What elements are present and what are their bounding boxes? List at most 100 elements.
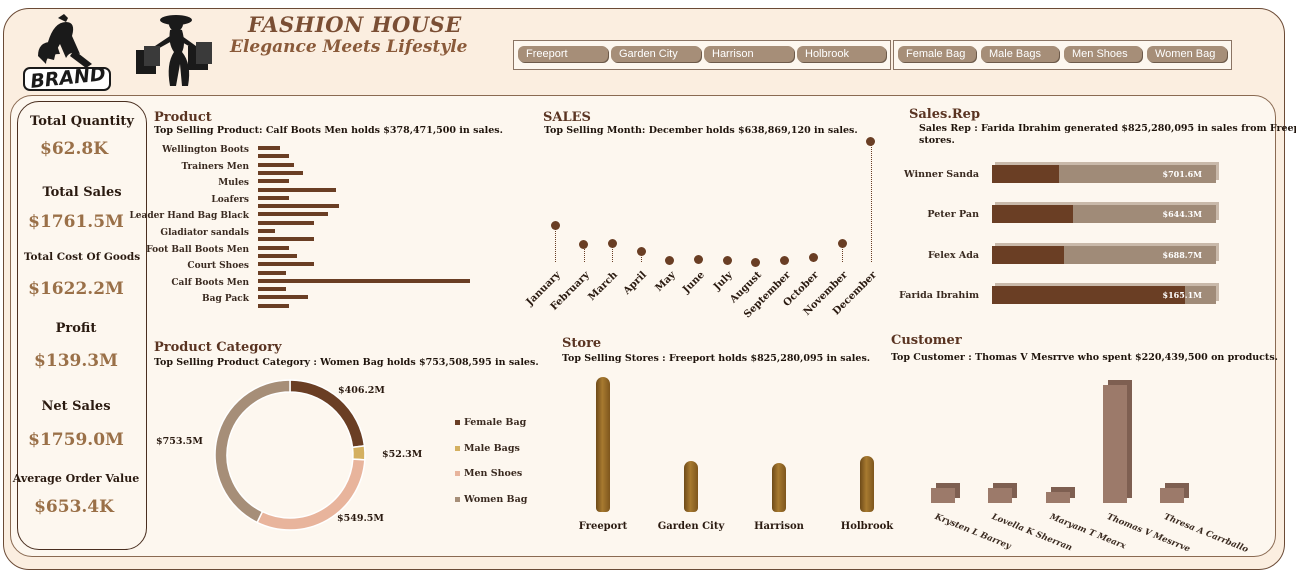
sales-note: Top Selling Month: December holds $638,8…	[544, 125, 858, 136]
legend-swatch-women-bag	[455, 496, 460, 502]
sales-rep-value-peter-pan: $644.3M	[1162, 209, 1202, 219]
product-note: Top Selling Product: Calf Boots Men hold…	[154, 125, 503, 136]
sales-rep-value-felex-ada: $688.7M	[1162, 250, 1202, 260]
brand-logo: BRAND	[18, 12, 118, 94]
product-axis-label-loafers: Loafers	[211, 194, 249, 205]
page-subtitle: Elegance Meets Lifestyle	[230, 37, 468, 57]
kpi-label-total-cost-of-goods: Total Cost Of Goods	[23, 251, 141, 263]
fashion-silhouette	[126, 10, 221, 94]
sales-stem-february	[583, 244, 585, 262]
category-slicer-male-bags[interactable]: Male Bags	[981, 46, 1059, 62]
store-label-freeport: Freeport	[578, 521, 628, 532]
sales-stem-march	[612, 243, 614, 262]
category-slicer-women-bag[interactable]: Women Bag	[1147, 46, 1227, 62]
product-bar-3	[258, 170, 303, 175]
sales-rep-value-winner-sanda: $701.6M	[1162, 169, 1202, 179]
legend-label-female-bag: Female Bag	[464, 417, 527, 428]
product-bar-15	[258, 270, 286, 275]
category-slicer: Female Bag Male Bags Men Shoes Women Bag	[893, 40, 1232, 70]
sales-point-february	[579, 240, 589, 250]
store-label-holbrook: Holbrook	[840, 521, 894, 532]
sales-rep-name-peter-pan: Peter Pan	[927, 209, 979, 220]
legend-item-women-bag: Women Bag	[455, 494, 527, 505]
product-bar-11	[258, 237, 314, 242]
product-category-title: Product Category	[154, 340, 282, 355]
product-axis-label-mules: Mules	[218, 178, 249, 189]
store-bar-freeport	[596, 377, 610, 512]
sales-rep-bar-felex-ada: $688.7M	[992, 246, 1216, 264]
sales-rep-fill-peter-pan	[992, 205, 1073, 223]
sales-rep-fill-farida-ibrahim	[992, 286, 1185, 304]
store-title: Store	[562, 336, 602, 351]
product-axis-label-foot-ball-boots-men: Foot Ball Boots Men	[146, 244, 249, 255]
product-axis-label-leader-hand-bag-black: Leader Hand Bag Black	[129, 211, 249, 222]
product-bar-16	[258, 278, 470, 283]
store-bar-holbrook	[860, 455, 874, 512]
kpi-label-total-sales: Total Sales	[42, 185, 122, 200]
sales-rep-name-felex-ada: Felex Ada	[927, 250, 979, 261]
product-bar-0	[258, 146, 280, 150]
sales-point-august	[751, 257, 761, 267]
sales-point-july	[722, 256, 732, 266]
sales-point-december	[866, 136, 876, 146]
customer-bar-maryam-t-mearx	[1046, 492, 1070, 503]
store-bar-harrison	[772, 462, 786, 512]
legend-item-men-shoes: Men Shoes	[455, 468, 522, 479]
kpi-label-average-order-value: Average Order Value	[12, 472, 140, 485]
kpi-value-total-quantity: $62.8K	[39, 139, 108, 159]
product-bar-9	[258, 220, 314, 225]
sales-rep-bar-farida-ibrahim: $165.1M	[992, 286, 1216, 304]
sales-rep-fill-winner-sanda	[992, 165, 1060, 183]
product-bar-17	[258, 287, 286, 292]
sales-rep-note-line1: Sales Rep : Farida Ibrahim generated $82…	[919, 123, 1296, 134]
store-slicer-holbrook[interactable]: Holbrook	[797, 46, 886, 62]
kpi-label-net-sales: Net Sales	[41, 399, 111, 414]
kpi-label-total-quantity: Total Quantity	[30, 114, 134, 129]
sales-rep-fill-felex-ada	[992, 246, 1064, 264]
sales-rep-bar-winner-sanda: $701.6M	[992, 165, 1216, 183]
customer-bar-thomas-v-mesrrve	[1103, 385, 1127, 503]
pie-label-female-bag: $406.2M	[338, 385, 385, 396]
product-axis-label-court-shoes: Court Shoes	[187, 261, 249, 272]
legend-swatch-female-bag	[455, 420, 460, 425]
sales-stem-january	[555, 225, 556, 262]
product-bar-1	[258, 154, 289, 159]
customer-title: Customer	[891, 333, 962, 348]
product-bar-5	[258, 187, 336, 192]
pie-label-male-bags: $52.3M	[382, 449, 423, 460]
store-slicer-freeport[interactable]: Freeport	[518, 46, 608, 62]
product-bar-14	[258, 262, 314, 267]
pie-label-women-bag: $753.5M	[156, 436, 203, 447]
sales-rep-title: Sales.Rep	[909, 107, 981, 122]
store-slicer: Freeport Garden City Harrison Holbrook	[513, 40, 891, 70]
legend-swatch-male-bags	[455, 445, 460, 451]
product-title: Product	[154, 110, 212, 125]
sales-point-may	[665, 256, 675, 266]
kpi-value-profit: $139.3M	[34, 351, 118, 371]
sales-rep-value-farida-ibrahim: $165.1M	[1162, 290, 1202, 300]
store-bar-garden-city	[684, 461, 698, 512]
kpi-value-average-order-value: $653.4K	[34, 497, 114, 517]
product-bar-10	[258, 229, 275, 233]
product-axis-label-gladiator-sandals: Gladiator sandals	[160, 228, 249, 238]
category-slicer-men-shoes[interactable]: Men Shoes	[1064, 46, 1142, 62]
product-category-note: Top Selling Product Category : Women Bag…	[154, 357, 539, 368]
legend-item-male-bags: Male Bags	[455, 443, 520, 454]
sales-rep-name-winner-sanda: Winner Sanda	[903, 169, 979, 180]
sales-rep-name-farida-ibrahim: Farida Ibrahim	[899, 290, 979, 301]
store-slicer-garden-city[interactable]: Garden City	[611, 46, 701, 62]
kpi-label-profit: Profit	[55, 321, 97, 336]
customer-bar-lovella-k-sherran	[988, 488, 1012, 503]
kpi-value-total-sales: $1761.5M	[28, 212, 124, 232]
category-slicer-female-bag[interactable]: Female Bag	[898, 46, 976, 62]
product-bar-4	[258, 179, 289, 184]
store-label-garden-city: Garden City	[657, 521, 725, 532]
legend-label-women-bag: Women Bag	[464, 493, 528, 505]
sales-point-january	[550, 220, 560, 230]
customer-note: Top Customer : Thomas V Mesrrve who spen…	[891, 352, 1278, 363]
product-bar-19	[258, 303, 289, 308]
store-slicer-harrison[interactable]: Harrison	[704, 46, 794, 62]
sales-stem-december	[870, 141, 872, 262]
legend-label-men-shoes: Men Shoes	[464, 468, 523, 479]
pie-label-men-shoes: $549.5M	[337, 513, 384, 524]
